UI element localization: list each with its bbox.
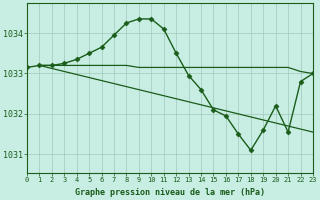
X-axis label: Graphe pression niveau de la mer (hPa): Graphe pression niveau de la mer (hPa) — [75, 188, 265, 197]
